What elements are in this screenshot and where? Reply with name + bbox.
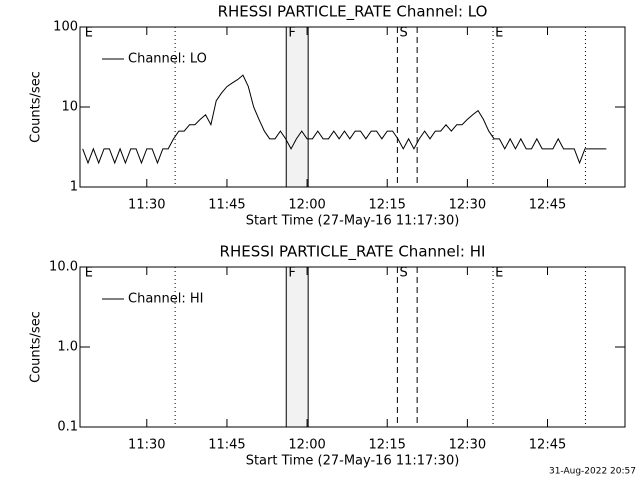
y-tick-label: 1 <box>70 180 78 195</box>
annotation: S <box>399 26 407 41</box>
legend-label: Channel: HI <box>128 292 204 307</box>
annotation: F <box>288 26 295 41</box>
x-tick-label: 12:15 <box>368 198 405 213</box>
x-tick-label: 12:15 <box>368 438 405 453</box>
y-tick-label: 10.0 <box>49 260 78 275</box>
x-axis-title: Start Time (27-May-16 11:17:30) <box>246 214 460 229</box>
data-line <box>82 74 607 165</box>
annotation: S <box>399 266 407 281</box>
y-tick-label: 0.1 <box>57 420 78 435</box>
y-tick-label: 1.0 <box>57 340 78 355</box>
chart-title: RHESSI PARTICLE_RATE Channel: LO <box>218 3 488 22</box>
shaded-interval <box>286 267 309 427</box>
legend-label: Channel: LO <box>128 52 207 67</box>
annotation: E <box>495 266 503 281</box>
x-tick-label: 12:30 <box>449 198 486 213</box>
annotation: F <box>288 266 295 281</box>
x-tick-label: 11:45 <box>208 198 245 213</box>
timestamp: 31-Aug-2022 20:57 <box>549 467 636 477</box>
y-axis-title: Counts/sec <box>29 311 44 383</box>
x-tick-label: 11:30 <box>128 438 165 453</box>
y-axis-title: Counts/sec <box>29 71 44 143</box>
chart-title: RHESSI PARTICLE_RATE Channel: HI <box>220 243 486 262</box>
y-tick-label: 100 <box>53 20 78 35</box>
x-tick-label: 11:30 <box>128 198 165 213</box>
y-tick-label: 10 <box>61 100 78 115</box>
x-tick-label: 12:45 <box>529 198 566 213</box>
annotation: E <box>85 26 93 41</box>
x-tick-label: 12:00 <box>288 438 325 453</box>
x-axis-title: Start Time (27-May-16 11:17:30) <box>246 454 460 469</box>
x-tick-label: 12:45 <box>529 438 566 453</box>
x-tick-label: 11:45 <box>208 438 245 453</box>
annotation: E <box>495 26 503 41</box>
x-tick-label: 12:00 <box>288 198 325 213</box>
x-tick-label: 12:30 <box>449 438 486 453</box>
shaded-interval <box>286 27 309 187</box>
annotation: E <box>85 266 93 281</box>
